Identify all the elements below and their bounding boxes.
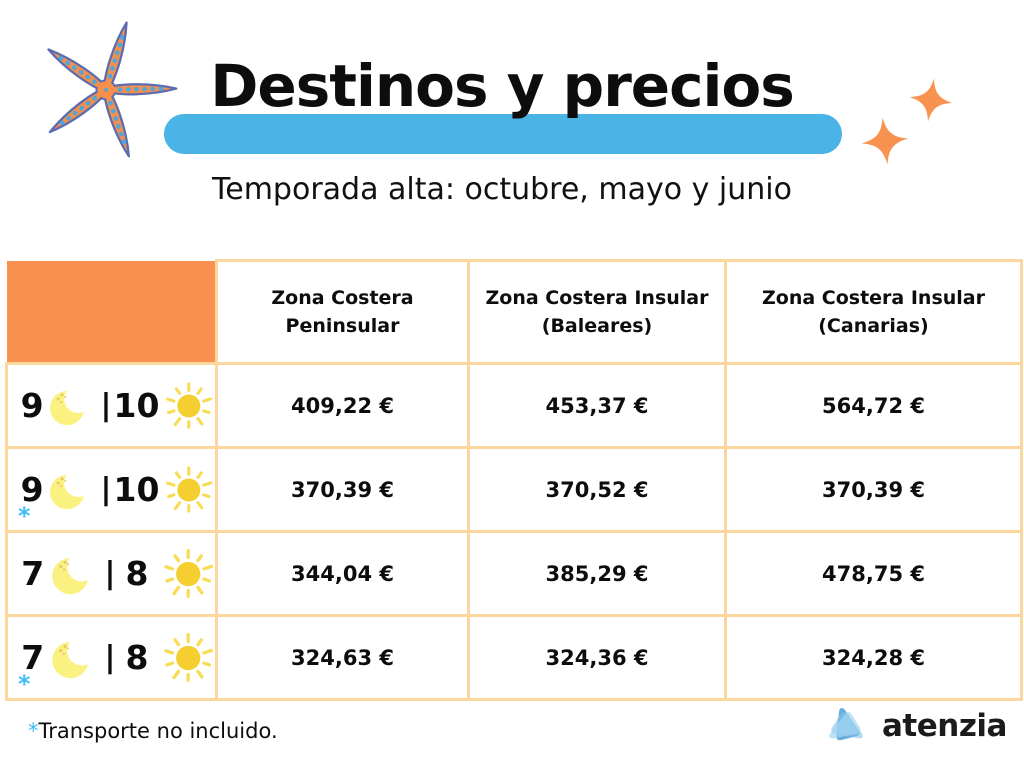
row-label-9n-10d-no-transport: * 9 | 10 <box>5 446 218 533</box>
footnote-asterisk: * <box>28 719 39 743</box>
table-row: * 9 | 10 370,39 € 370,52 € 370,39 € <box>5 446 1023 533</box>
price-cell: 370,39 € <box>724 446 1023 533</box>
column-header-line: Peninsular <box>285 315 400 337</box>
table-row: * 7 | 8 324,63 € 324,36 € 324,28 € <box>5 614 1023 701</box>
column-header-peninsular: Zona Costera Peninsular <box>215 259 470 365</box>
asterisk-marker: * <box>18 670 31 698</box>
days-count: 10 <box>113 386 160 425</box>
row-label-7n-8d-no-transport: * 7 | 8 <box>5 614 218 701</box>
sun-icon <box>166 465 213 513</box>
price-cell: 344,04 € <box>215 530 470 617</box>
price-cell: 324,36 € <box>467 614 727 701</box>
table-row: 7 | 8 344,04 € 385,29 € 478,75 € <box>5 530 1023 617</box>
moon-icon <box>51 635 97 678</box>
price-cell: 478,75 € <box>724 530 1023 617</box>
separator: | <box>100 388 112 423</box>
moon-icon <box>50 468 93 509</box>
nights-count: 7 <box>21 554 45 593</box>
title-highlight-bar <box>164 114 842 154</box>
column-header-baleares: Zona Costera Insular (Baleares) <box>467 259 727 365</box>
table-row: 9 | 10 409,22 € 453,37 € 564,72 € <box>5 362 1023 449</box>
moon-icon <box>51 551 97 594</box>
nights-count: 7 <box>21 638 45 677</box>
days-count: 10 <box>113 470 160 509</box>
sun-icon <box>163 548 213 598</box>
price-cell: 370,52 € <box>467 446 727 533</box>
separator: | <box>104 556 116 591</box>
price-cell: 324,28 € <box>724 614 1023 701</box>
days-count: 8 <box>125 554 149 593</box>
row-label-7n-8d: 7 | 8 <box>5 530 218 617</box>
nights-count: 9 <box>20 470 44 509</box>
row-label-9n-10d: 9 | 10 <box>5 362 218 449</box>
pricing-table: Zona Costera Peninsular Zona Costera Ins… <box>5 259 1023 701</box>
column-header-line: Zona Costera Insular <box>761 286 985 309</box>
column-header-line: (Baleares) <box>541 315 653 337</box>
footnote-text: Transporte no incluido. <box>38 719 278 743</box>
table-corner-cell <box>6 260 217 364</box>
subtitle: Temporada alta: octubre, mayo y junio <box>212 172 792 207</box>
column-header-line: (Canarias) <box>818 315 929 337</box>
sun-icon <box>163 632 213 682</box>
asterisk-marker: * <box>18 502 31 530</box>
starfish-icon <box>30 10 182 162</box>
atenzia-logo: atenzia <box>820 699 1007 753</box>
price-cell: 564,72 € <box>724 362 1023 449</box>
column-header-line: Zona Costera <box>271 286 414 309</box>
sparkles-icon <box>859 115 911 167</box>
page-title: Destinos y precios <box>210 52 795 120</box>
days-count: 8 <box>125 638 149 677</box>
nights-count: 9 <box>20 386 44 425</box>
price-cell: 385,29 € <box>467 530 727 617</box>
footnote: *Transporte no incluido. <box>28 719 278 743</box>
column-header-canarias: Zona Costera Insular (Canarias) <box>724 259 1023 365</box>
atenzia-logo-icon <box>829 708 863 741</box>
price-cell: 409,22 € <box>215 362 470 449</box>
column-header-line: Zona Costera Insular <box>485 286 709 309</box>
price-cell: 453,37 € <box>467 362 727 449</box>
price-cell: 324,63 € <box>215 614 470 701</box>
separator: | <box>104 640 116 675</box>
sparkles-icon <box>906 75 956 125</box>
atenzia-logo-text: atenzia <box>882 708 1007 744</box>
price-cell: 370,39 € <box>215 446 470 533</box>
separator: | <box>100 472 112 507</box>
moon-icon <box>50 384 93 425</box>
sun-icon <box>166 381 213 429</box>
